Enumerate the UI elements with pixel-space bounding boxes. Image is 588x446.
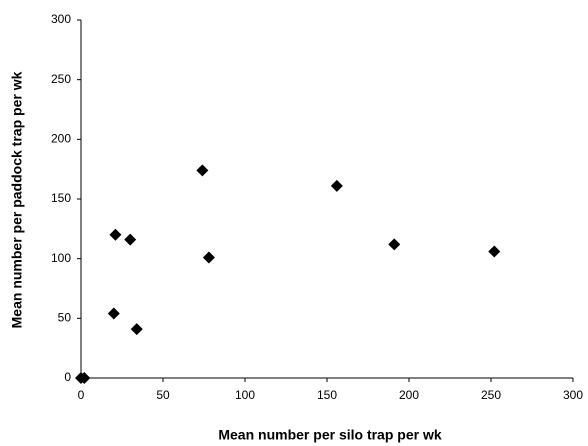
y-tick-label: 300	[51, 12, 71, 26]
x-tick-label: 200	[399, 388, 419, 402]
y-tick-label: 250	[51, 72, 71, 86]
point	[109, 228, 122, 241]
y-tick-label: 150	[51, 191, 71, 205]
point	[202, 251, 215, 264]
point	[196, 164, 209, 177]
point	[130, 323, 143, 336]
x-tick-label: 150	[317, 388, 337, 402]
x-tick-label: 250	[481, 388, 501, 402]
point	[78, 372, 91, 384]
x-tick-label: 0	[78, 388, 85, 402]
x-tick-label: 50	[156, 388, 170, 402]
point	[330, 179, 343, 192]
point	[488, 245, 501, 258]
y-tick-label: 100	[51, 251, 71, 265]
x-tick-label: 300	[563, 388, 583, 402]
point	[107, 307, 120, 320]
y-axis-title: Mean number per paddock trap per wk	[9, 71, 25, 328]
point	[388, 238, 401, 251]
y-tick-label: 200	[51, 132, 71, 146]
x-tick-label: 100	[235, 388, 255, 402]
x-axis-title: Mean number per silo trap per wk	[218, 427, 441, 443]
y-tick-label: 50	[58, 311, 72, 325]
y-tick-label: 0	[64, 370, 71, 384]
point	[124, 233, 137, 246]
